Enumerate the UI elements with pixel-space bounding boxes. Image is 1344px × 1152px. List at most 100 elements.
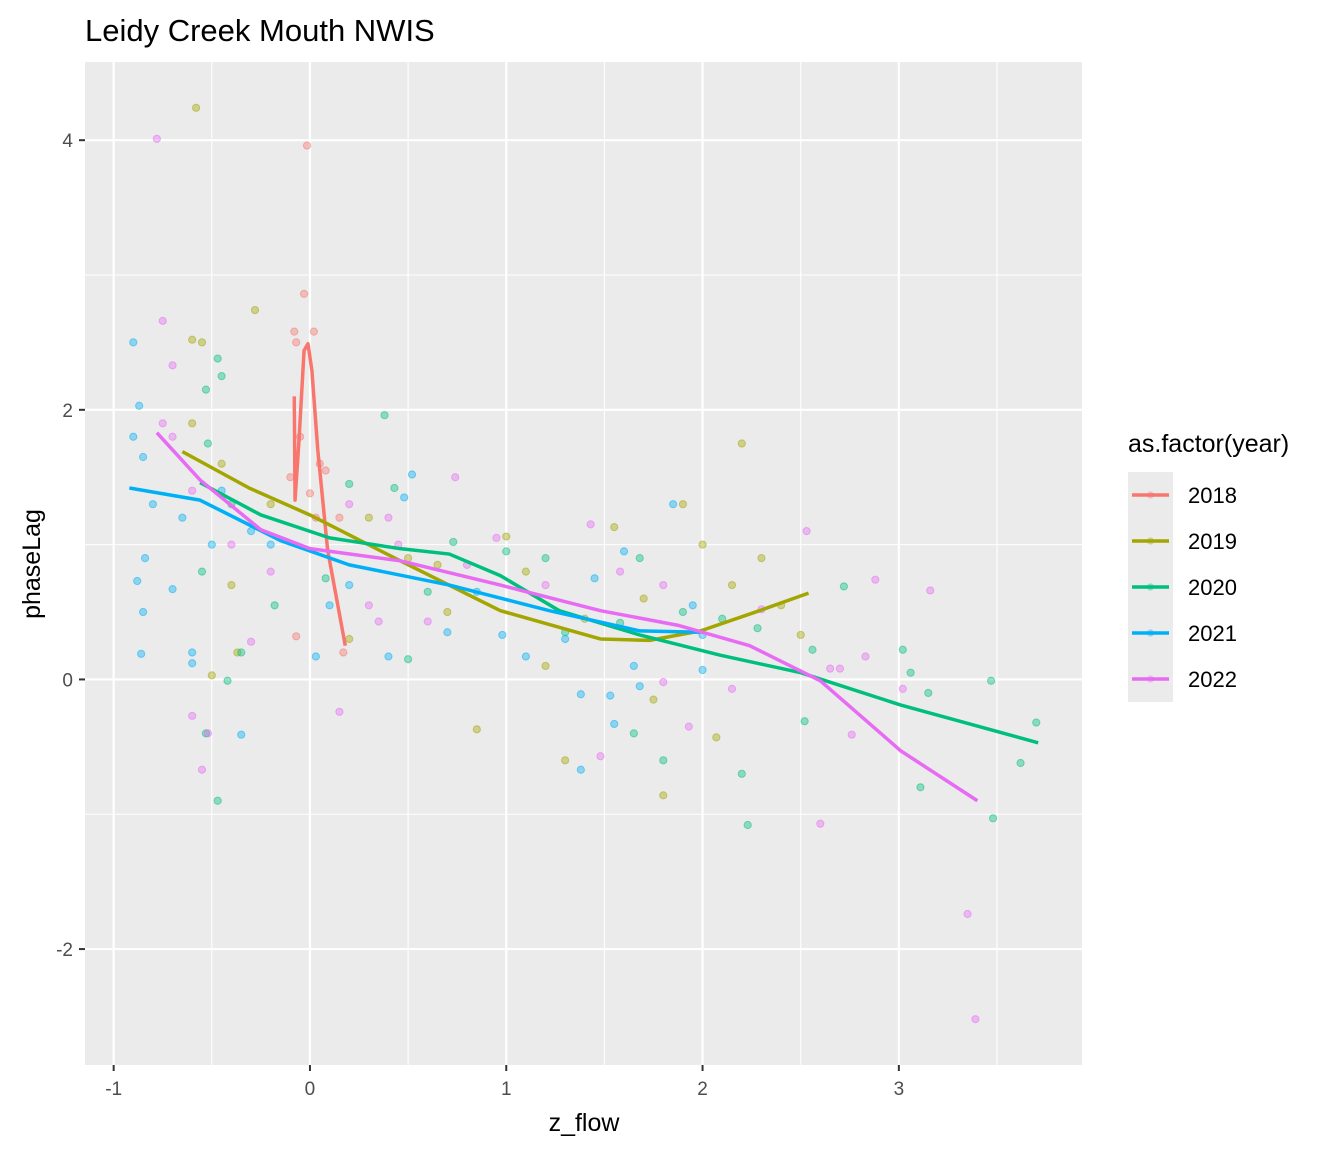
data-point-2021 <box>188 659 197 668</box>
x-tick-label: 3 <box>894 1079 905 1100</box>
data-point-2021 <box>178 513 187 522</box>
data-point-2021 <box>140 554 150 563</box>
data-point-2020 <box>916 783 925 792</box>
data-point-2021 <box>629 661 638 671</box>
legend-key-point-2020 <box>1146 583 1155 591</box>
data-point-2022 <box>246 637 256 646</box>
data-point-2022 <box>451 473 460 482</box>
data-point-2021 <box>384 652 393 661</box>
smooth-lines <box>129 342 1039 803</box>
data-point-2021 <box>688 601 697 610</box>
data-point-2020 <box>345 479 354 489</box>
data-point-2020 <box>404 655 413 664</box>
scatter-points <box>129 103 1041 1024</box>
data-point-2022 <box>586 520 595 529</box>
data-point-2022 <box>266 567 275 576</box>
data-point-2020 <box>753 624 762 633</box>
data-point-2020 <box>213 354 222 363</box>
data-point-2021 <box>576 765 585 774</box>
data-point-2021 <box>561 634 570 644</box>
data-point-2021 <box>498 630 507 640</box>
data-point-2021 <box>619 547 629 556</box>
data-point-2022 <box>847 730 856 739</box>
data-point-2022 <box>616 567 625 576</box>
data-point-2021 <box>148 500 158 509</box>
data-point-2021 <box>345 580 354 590</box>
data-point-2020 <box>987 676 996 685</box>
legend-title: as.factor(year) <box>1128 430 1289 458</box>
data-point-2019 <box>610 523 619 532</box>
data-point-2020 <box>1032 718 1041 727</box>
data-point-2021 <box>135 401 144 410</box>
data-point-2019 <box>266 500 275 509</box>
data-point-2020 <box>898 645 907 654</box>
data-point-2019 <box>757 554 766 563</box>
data-point-2019 <box>227 580 236 590</box>
data-point-2020 <box>237 648 246 657</box>
data-point-2018 <box>292 632 301 641</box>
data-point-2020 <box>541 554 550 563</box>
data-point-2022 <box>898 684 907 693</box>
data-point-2018 <box>290 327 299 336</box>
y-tick-label: 2 <box>62 401 73 422</box>
data-point-2022 <box>384 513 393 522</box>
data-point-2020 <box>906 668 915 677</box>
x-tick-label: 0 <box>305 1079 316 1100</box>
data-point-2020 <box>839 582 848 591</box>
data-point-2019 <box>727 580 737 590</box>
chart-title: Leidy Creek Mouth NWIS <box>85 13 435 48</box>
x-tick-label: -1 <box>105 1079 122 1100</box>
data-point-2020 <box>737 769 746 778</box>
data-point-2022 <box>345 500 354 509</box>
data-point-2020 <box>635 554 644 563</box>
data-point-2020 <box>924 688 933 698</box>
data-point-2022 <box>197 765 207 774</box>
x-tick-label: 2 <box>697 1079 708 1100</box>
data-point-2018 <box>286 473 295 482</box>
data-point-2020 <box>1016 758 1025 768</box>
data-point-2022 <box>188 486 197 495</box>
y-tick-label: 0 <box>62 670 73 691</box>
data-point-2022 <box>926 586 935 595</box>
legend-key-point-2021 <box>1146 629 1155 637</box>
plot-panel <box>85 62 1082 1065</box>
data-point-2018 <box>309 327 318 336</box>
data-point-2021 <box>400 493 409 502</box>
smooth-line-2019 <box>181 450 810 643</box>
data-point-2019 <box>345 634 354 644</box>
data-point-2022 <box>374 617 383 626</box>
data-point-2020 <box>201 385 211 394</box>
data-point-2021 <box>266 540 275 549</box>
data-point-2022 <box>659 580 668 590</box>
y-axis-label: phaseLag <box>18 509 46 619</box>
data-point-2018 <box>292 338 301 347</box>
grid <box>85 62 1082 1065</box>
data-point-2021 <box>606 691 615 700</box>
legend-label-2019: 2019 <box>1188 529 1237 554</box>
legend-label-2018: 2018 <box>1188 483 1237 508</box>
smooth-line-2018 <box>292 342 348 647</box>
legend-label-2021: 2021 <box>1188 621 1237 646</box>
data-point-2018 <box>302 141 312 150</box>
data-point-2019 <box>649 695 658 704</box>
data-point-2020 <box>213 796 222 805</box>
data-point-2020 <box>423 587 432 596</box>
data-point-2022 <box>168 361 177 370</box>
data-point-2021 <box>407 470 417 479</box>
data-point-2021 <box>168 585 177 594</box>
data-point-2022 <box>596 752 605 761</box>
data-point-2019 <box>659 791 668 800</box>
x-axis-label: z_flow <box>549 1109 621 1137</box>
data-point-2021 <box>188 648 197 657</box>
data-point-2022 <box>423 617 432 626</box>
data-point-2020 <box>502 547 511 556</box>
data-point-2020 <box>629 729 638 738</box>
y-tick-label: -2 <box>56 940 73 961</box>
data-point-2022 <box>158 316 167 325</box>
data-point-2020 <box>380 411 389 420</box>
data-point-2021 <box>311 652 320 661</box>
data-point-2022 <box>188 711 197 720</box>
data-point-2018 <box>321 466 330 475</box>
data-point-2022 <box>727 684 737 693</box>
